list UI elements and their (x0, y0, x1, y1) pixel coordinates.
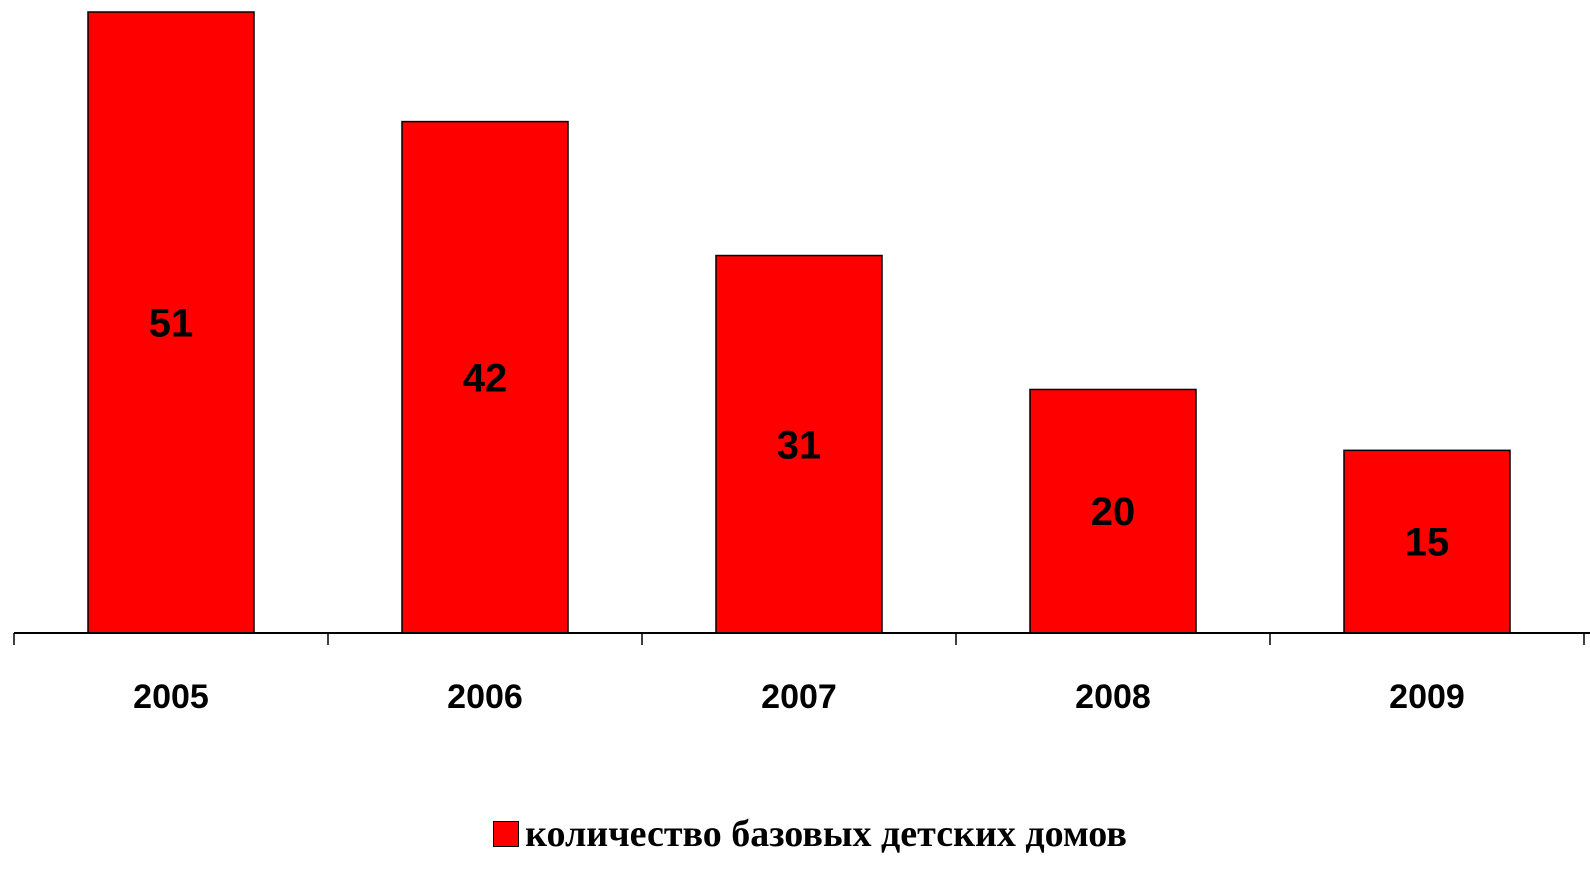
bar-2006 (401, 120, 569, 634)
data-labels-group: 51 42 31 20 15 (149, 302, 1450, 565)
bar-2007 (715, 254, 883, 634)
tick-label-2008: 2008 (1075, 678, 1151, 716)
tick-label-2006: 2006 (447, 678, 523, 716)
data-label-2007: 31 (777, 423, 822, 467)
x-axis-ticks (13, 633, 1585, 645)
x-axis-tick-labels: 2005 2006 2007 2008 2009 (133, 678, 1465, 716)
bar-2008 (1029, 388, 1197, 634)
legend-swatch (493, 821, 520, 847)
data-label-2009: 15 (1405, 521, 1450, 565)
bars-group (87, 11, 1511, 634)
data-label-2008: 20 (1091, 490, 1136, 534)
bar-2005 (87, 11, 255, 634)
legend-label: количество базовых детских домов (525, 813, 1127, 855)
bar-chart: 2005 2006 2007 2008 2009 51 42 31 20 15 (13, 11, 1590, 716)
tick-label-2009: 2009 (1389, 678, 1465, 716)
tick-label-2007: 2007 (761, 678, 837, 716)
bar-2009 (1343, 449, 1511, 634)
data-label-2006: 42 (463, 356, 508, 400)
legend: количество базовых детских домов (0, 812, 1590, 856)
data-label-2005: 51 (149, 302, 194, 346)
tick-label-2005: 2005 (133, 678, 209, 716)
